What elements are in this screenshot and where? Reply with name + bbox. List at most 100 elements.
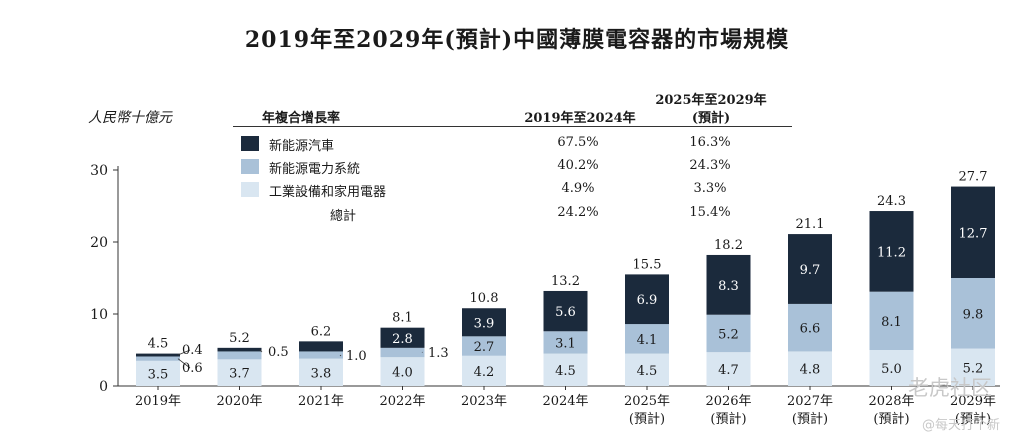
cagr-total-period2: 15.4%: [689, 205, 731, 220]
callout-line: [177, 358, 191, 369]
bar-segment-1: [706, 314, 751, 353]
bar-data-label: 6.6: [800, 322, 821, 337]
bar-data-label: 3.7: [229, 367, 250, 382]
x-tick-label: 2019年: [135, 394, 181, 409]
bar-data-label: 3.8: [311, 366, 332, 381]
y-tick-label: 10: [90, 307, 108, 323]
total-label: 總計: [330, 209, 357, 224]
bar-data-label: 3.5: [148, 367, 169, 382]
bar-data-label: 4.8: [800, 363, 821, 378]
bar-segment-0: [380, 357, 425, 386]
x-tick-label-sub: (預計): [629, 411, 665, 427]
bar-segment-2: [869, 211, 914, 292]
bar-data-label: 12.7: [959, 226, 988, 241]
bar-data-label: 4.0: [392, 366, 413, 381]
x-tick-label-sub: (預計): [792, 411, 828, 427]
bar-data-label: 4.2: [474, 365, 495, 380]
bar-data-label: 4.5: [555, 364, 576, 379]
x-tick-label: 2027年: [787, 394, 833, 409]
bar-segment-1: [869, 291, 914, 350]
bar-segment-2: [462, 308, 506, 337]
bar-data-label: 4.1: [637, 333, 658, 348]
legend-swatch-nev: [241, 136, 259, 151]
bar-total-label: 10.8: [470, 291, 499, 306]
bar-total-label: 24.3: [877, 194, 906, 209]
bar-data-label: 2.8: [392, 332, 413, 347]
bar-segment-0: [136, 360, 180, 386]
cagr-industrial-period1: 4.9%: [561, 181, 595, 196]
cagr-column-label: 年複合增長率: [262, 111, 341, 126]
bar-total-label: 18.2: [714, 238, 743, 253]
bar-data-label-callout: 0.6: [182, 361, 203, 376]
bar-segment-0: [706, 352, 751, 386]
bar-segment-2: [217, 347, 262, 352]
bar-segment-2: [788, 234, 832, 304]
x-tick-label: 2023年: [461, 394, 507, 409]
bar-data-label: 5.6: [555, 305, 576, 320]
x-tick-label: 2028年: [868, 394, 914, 409]
callout-line: [259, 349, 263, 353]
cagr-period2-header-line1: 2025年至2029年: [655, 93, 767, 108]
bar-data-label: 8.3: [718, 279, 739, 294]
bar-total-label: 5.2: [229, 331, 250, 346]
cagr-power-period2: 24.3%: [689, 158, 731, 173]
cagr-period2-header-line2: (預計): [691, 111, 731, 126]
bar-total-label: 8.1: [392, 311, 413, 326]
x-tick-label: 2022年: [379, 394, 425, 409]
bar-data-label-callout: 0.4: [182, 343, 203, 358]
bar-segment-0: [951, 348, 995, 386]
watermark-main: 老虎社区: [908, 376, 992, 400]
y-tick-label: 0: [99, 379, 108, 395]
bar-segment-0: [869, 350, 914, 386]
bar-segment-1: [136, 356, 180, 361]
legend-label-nev: 新能源汽車: [269, 139, 335, 154]
bar-total-label: 27.7: [959, 170, 988, 185]
y-tick-label: 20: [90, 235, 108, 251]
bar-segment-0: [543, 353, 588, 386]
x-tick-label-sub: (預計): [710, 411, 746, 427]
bar-segment-2: [136, 353, 180, 357]
bar-segment-2: [380, 327, 425, 348]
cagr-total-period1: 24.2%: [557, 205, 599, 220]
callout-line: [339, 354, 342, 357]
bar-segment-0: [217, 359, 262, 386]
bar-total-label: 21.1: [796, 217, 825, 232]
bar-data-label: 3.1: [555, 336, 576, 351]
legend-swatch-industrial: [241, 182, 259, 197]
bar-data-label: 4.5: [637, 364, 658, 379]
y-axis-unit-label: 人民幣十億元: [88, 110, 172, 126]
x-tick-label: 2020年: [216, 394, 262, 409]
bar-segment-0: [462, 355, 506, 386]
watermark-sub: @每天打个新: [922, 418, 1001, 433]
x-tick-label-sub: (預計): [873, 411, 909, 427]
x-tick-label: 2024年: [542, 394, 588, 409]
bar-data-label: 2.7: [474, 340, 495, 355]
bar-segment-2: [625, 274, 669, 325]
bar-data-label-callout: 1.0: [346, 349, 367, 364]
callout-line: [421, 351, 423, 353]
bar-total-label: 6.2: [311, 324, 332, 339]
x-tick-label: 2021年: [298, 394, 344, 409]
bar-segment-1: [951, 278, 995, 349]
bar-segment-1: [217, 351, 262, 360]
chart-title: 2019年至2029年(預計)中國薄膜電容器的市場規模: [244, 27, 790, 53]
bar-data-label: 5.2: [718, 327, 739, 342]
bar-data-label: 6.9: [637, 293, 658, 308]
bar-data-label: 4.7: [718, 363, 739, 378]
bar-segment-1: [462, 336, 506, 356]
legend-label-industrial: 工業設備和家用電器: [269, 185, 387, 200]
cagr-industrial-period2: 3.3%: [693, 181, 727, 196]
cagr-power-period1: 40.2%: [557, 158, 599, 173]
bar-data-label: 9.8: [963, 307, 984, 322]
bar-segment-1: [299, 351, 343, 359]
legend-label-power: 新能源電力系統: [269, 162, 361, 177]
bar-data-label-callout: 1.3: [428, 346, 449, 361]
table-header-rule: [233, 126, 792, 127]
cagr-nev-period1: 67.5%: [557, 135, 599, 150]
bar-data-label-callout: 0.5: [268, 345, 289, 360]
cagr-nev-period2: 16.3%: [689, 135, 731, 150]
bar-total-label: 13.2: [551, 274, 580, 289]
bar-data-label: 5.0: [881, 362, 902, 377]
bar-data-label: 8.1: [881, 315, 902, 330]
